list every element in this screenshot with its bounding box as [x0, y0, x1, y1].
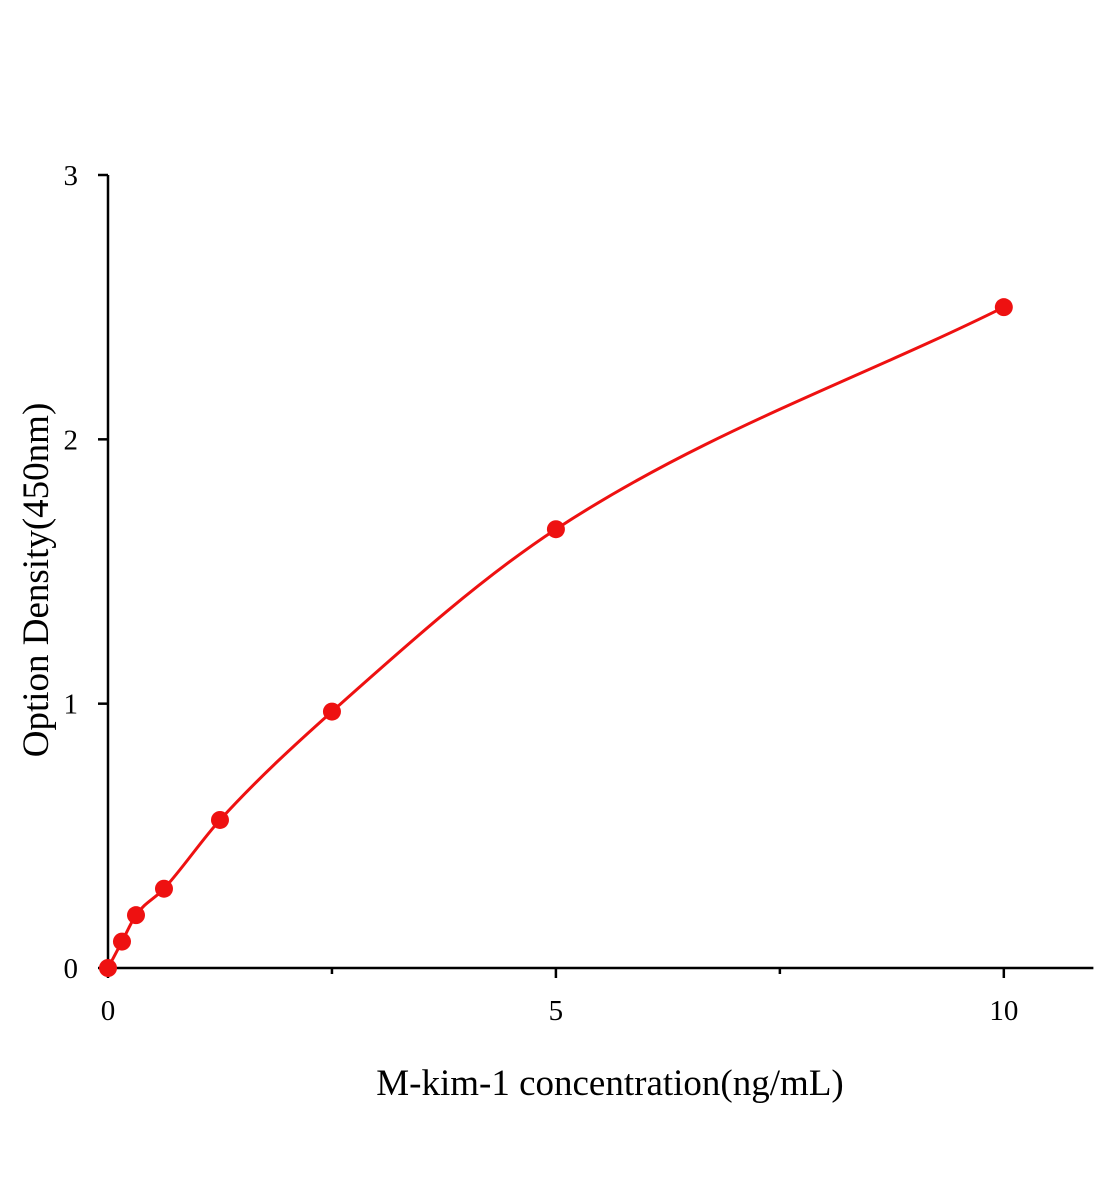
x-tick-label: 5 [549, 995, 564, 1027]
data-point [994, 298, 1013, 317]
y-tick-label: 2 [64, 424, 79, 456]
data-point [546, 520, 565, 539]
y-tick-label: 3 [64, 160, 79, 192]
data-point [154, 879, 173, 898]
y-tick-label: 1 [64, 689, 79, 721]
y-tick-label: 0 [64, 953, 79, 985]
x-tick-label: 0 [101, 995, 116, 1027]
data-point [112, 932, 131, 951]
x-axis-title: M-kim-1 concentration(ng/mL) [376, 1063, 844, 1104]
data-point [126, 906, 145, 925]
x-tick-label: 10 [989, 995, 1018, 1027]
data-point [99, 959, 117, 977]
data-point [322, 702, 341, 721]
fit-curve [106, 305, 1005, 969]
y-axis-title: Option Density(450nm) [16, 403, 57, 758]
data-point [210, 810, 229, 829]
